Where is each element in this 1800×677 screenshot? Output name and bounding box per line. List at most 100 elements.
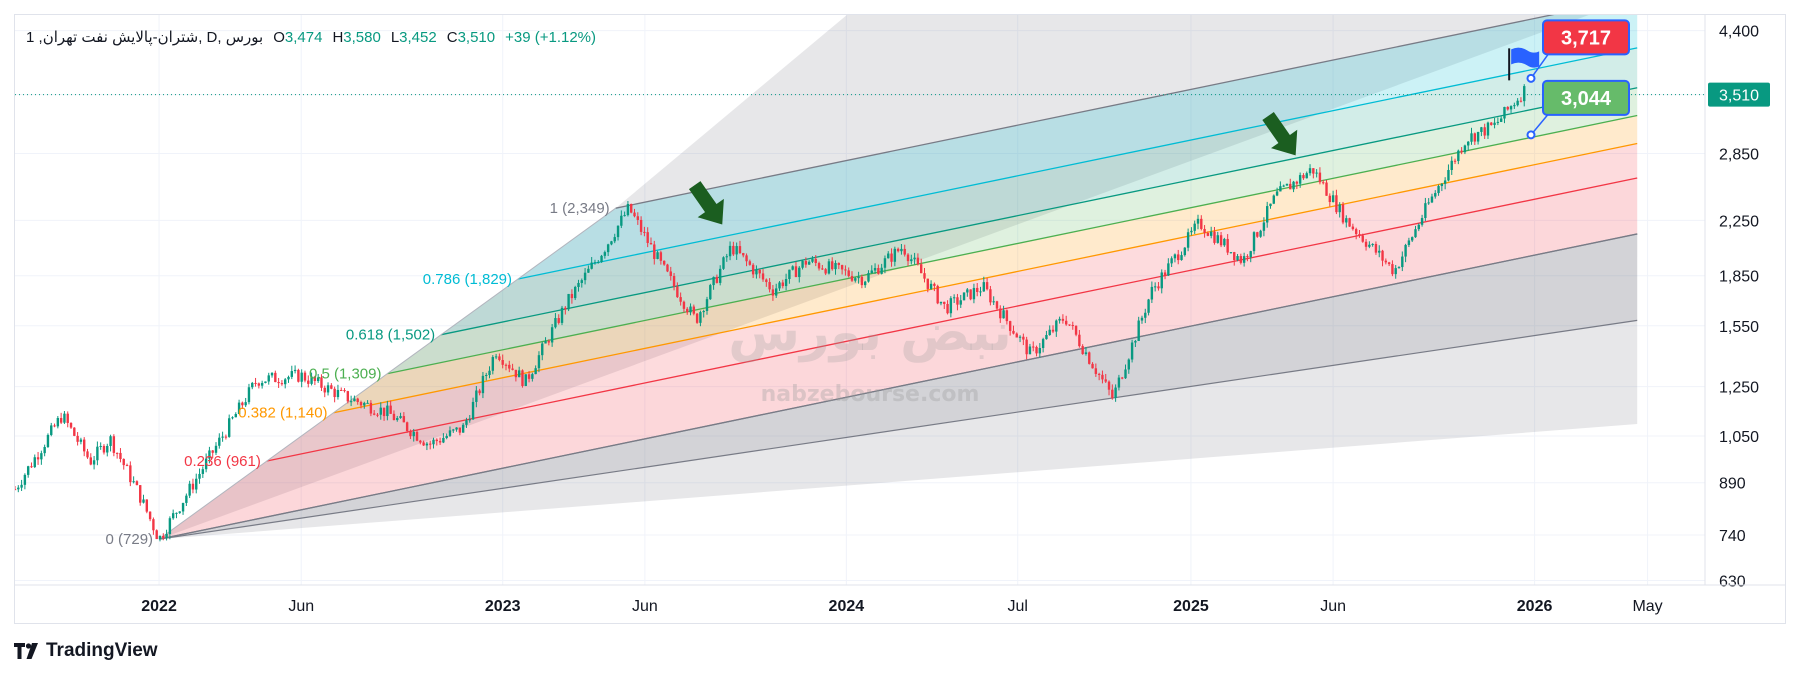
candle-body [1308, 168, 1312, 174]
candle-body [863, 281, 867, 286]
candle-body [919, 264, 923, 274]
candle-body [758, 269, 761, 274]
price-callout-label: 3,044 [1561, 88, 1612, 110]
candle-body [241, 402, 244, 406]
candle-body [178, 511, 181, 513]
candle-body [1480, 127, 1483, 132]
candle-body [26, 466, 30, 475]
candle-body [1190, 230, 1193, 233]
candle-body [399, 416, 402, 419]
price-tick-label: 1,250 [1719, 380, 1759, 397]
candle-body [718, 268, 722, 283]
candle-body [728, 245, 732, 257]
candle-body [175, 512, 178, 514]
candle-body [550, 327, 554, 343]
candle-body [1345, 218, 1348, 223]
candle-body [1358, 234, 1361, 236]
candle-body [699, 312, 702, 323]
candle-body [1048, 329, 1051, 336]
candle-body [63, 413, 66, 423]
candle-body [943, 301, 946, 304]
candle-body [244, 402, 247, 406]
candle-body [402, 416, 406, 423]
fib-band [159, 87, 1638, 540]
fib-band [159, 178, 1638, 540]
candle-body [745, 255, 748, 262]
price-tick-label: 1,850 [1719, 269, 1759, 286]
candle-body [1410, 237, 1414, 241]
axes: 4,400 3,510 2,850 2,250 1,850 1,550 1,250 1,050… [15, 15, 1785, 615]
candle-body [491, 357, 495, 371]
candle-body [972, 287, 976, 300]
candle-body [1427, 202, 1430, 204]
candle-body [1401, 256, 1404, 268]
candle-body [982, 282, 986, 292]
candle-body [1322, 182, 1325, 184]
candle-body [353, 398, 356, 402]
tradingview-logo[interactable]: TradingView [14, 640, 158, 662]
price-tick-label: 1,050 [1719, 429, 1759, 446]
price-callout-box [1541, 19, 1630, 56]
candle-body [1074, 325, 1078, 335]
candle-body [903, 248, 906, 255]
callout-anchor [1526, 73, 1536, 83]
candle-body [1134, 340, 1137, 343]
candle-body [221, 436, 224, 438]
candle-body [1064, 320, 1068, 325]
candle-body [537, 355, 541, 369]
candle-body [1045, 335, 1048, 340]
candle-body [567, 293, 570, 310]
candle-body [165, 533, 168, 538]
candle-body [1387, 262, 1391, 265]
candle-body [616, 225, 620, 238]
candle-body [1163, 272, 1167, 276]
candle-body [1420, 218, 1424, 225]
fib-level-label: 0.382 (1,140) [238, 405, 327, 422]
candle-body [751, 264, 755, 275]
candle-body [20, 484, 23, 488]
candle-body [811, 258, 814, 262]
price-tick-label: 890 [1719, 476, 1746, 493]
candle-body [722, 257, 725, 269]
candle-body [392, 413, 396, 421]
candle-body [1041, 339, 1045, 348]
candle-body [1509, 106, 1513, 110]
candle-body [850, 276, 854, 281]
candle-body [287, 376, 290, 380]
symbol-title[interactable]: 1 ,شتران-پالایش نفت تهران, D, بورس [26, 29, 264, 46]
candle-body [1117, 377, 1121, 388]
candle-body [910, 259, 913, 262]
fib-level-label: 1 (2,349) [550, 200, 610, 217]
candle-body [1483, 127, 1486, 136]
candle-body [122, 459, 125, 466]
candle-body [946, 303, 949, 314]
candle-body [277, 382, 280, 384]
fib-channel[interactable] [158, 15, 1785, 540]
candle-body [251, 382, 254, 388]
candle-body [106, 445, 109, 453]
candle-body [834, 263, 837, 270]
price-tick-label: 630 [1719, 573, 1746, 590]
candle-body [969, 289, 972, 300]
candle-body [208, 450, 211, 459]
candle-body [1463, 145, 1467, 153]
candle-body [547, 341, 551, 343]
candle-body [135, 481, 139, 486]
candle-body [610, 241, 613, 245]
candle-body [267, 375, 270, 382]
candle-body [270, 372, 274, 376]
watermark-brand: نبض بورس [728, 303, 1012, 363]
candle-body [1295, 181, 1299, 184]
candle-body [1328, 195, 1332, 203]
candle-body [155, 530, 158, 540]
candle-body [639, 219, 643, 232]
candle-body [1213, 231, 1216, 243]
candle-body [936, 285, 939, 304]
candle-body [801, 260, 804, 268]
annotations[interactable]: 1 (2,349) 0.786 (1,829) 0.618 (1,502) 0.5 (… [106, 19, 1630, 548]
candle-body [1490, 122, 1493, 125]
candle-body [656, 252, 659, 259]
candle-body [409, 430, 412, 437]
main-chart[interactable]: نبض بورس nabzebourse.com 1 (2,349) 0.786 … [15, 15, 1785, 623]
candle-body [725, 256, 728, 258]
